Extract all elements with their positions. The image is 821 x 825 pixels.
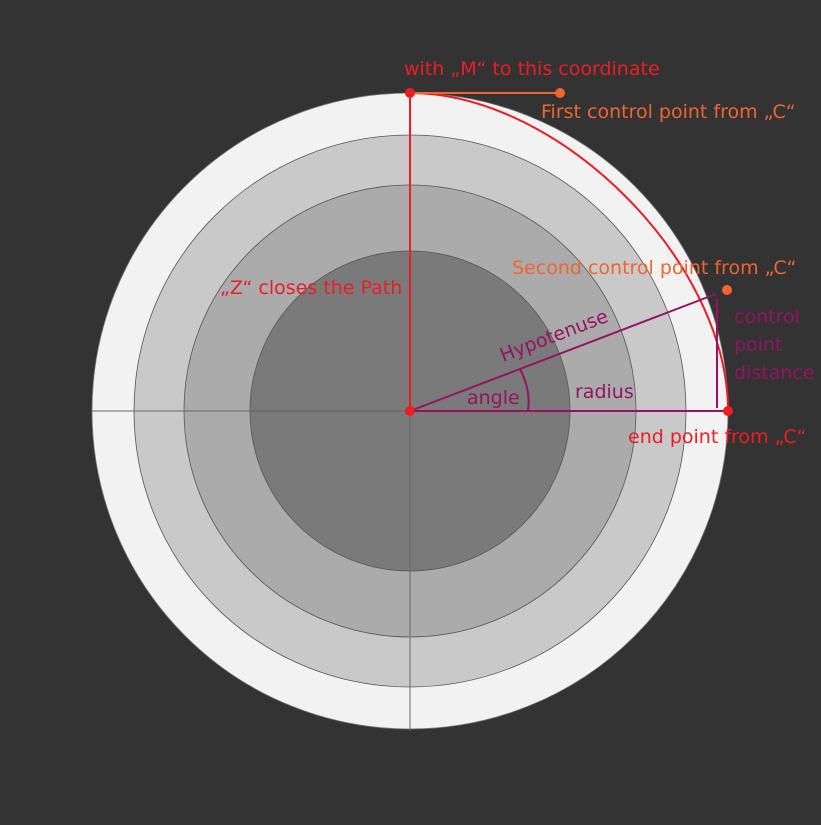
angle-arc xyxy=(519,368,530,412)
second-control-label: Second control point from „C“ xyxy=(512,257,797,279)
control-distance-label-2: point xyxy=(734,334,782,356)
move-to-label: with „M“ to this coordinate xyxy=(404,58,660,80)
close-path-label: „Z“ closes the Path xyxy=(220,277,402,299)
end-point-label: end point from „C“ xyxy=(628,426,807,448)
second-control-point xyxy=(722,285,732,295)
end-point xyxy=(723,406,733,416)
first-control-label: First control point from „C“ xyxy=(541,101,796,123)
center-point xyxy=(405,406,415,416)
radius-label: radius xyxy=(575,381,634,403)
control-distance-label-3: distance xyxy=(734,362,815,384)
hypotenuse-line xyxy=(409,293,717,412)
move-to-point xyxy=(405,88,415,98)
angle-label: angle xyxy=(467,387,520,409)
control-distance-label-1: control xyxy=(734,306,800,328)
bezier-arc-path xyxy=(409,92,729,412)
first-control-point xyxy=(555,88,565,98)
